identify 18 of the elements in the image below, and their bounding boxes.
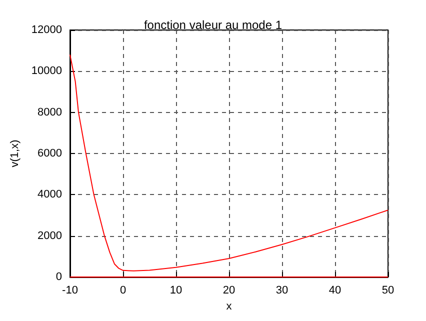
chart-title: fonction valeur au mode 1 [144,18,282,32]
x-tick-label: -10 [62,284,78,296]
x-tick-label: 50 [382,284,394,296]
y-tick-label: 2000 [38,230,62,242]
x-tick-label: 10 [170,284,182,296]
y-tick-label: 10000 [31,65,62,78]
line-series [70,54,388,272]
x-axis-title: x [226,300,232,312]
x-tick-label: 20 [222,284,236,296]
y-tick-label: 0 [56,271,62,283]
x-tick-label: 0 [120,284,126,296]
y-tick-label: 4000 [38,188,62,201]
y-tick-label: 6000 [38,148,62,160]
y-tick-label: 8000 [38,106,62,118]
y-tick-label: 12000 [31,24,62,36]
x-tick-label: 40 [328,284,342,296]
x-tick-label: 30 [276,284,288,296]
y-axis-title: v(1,x) [9,140,22,168]
